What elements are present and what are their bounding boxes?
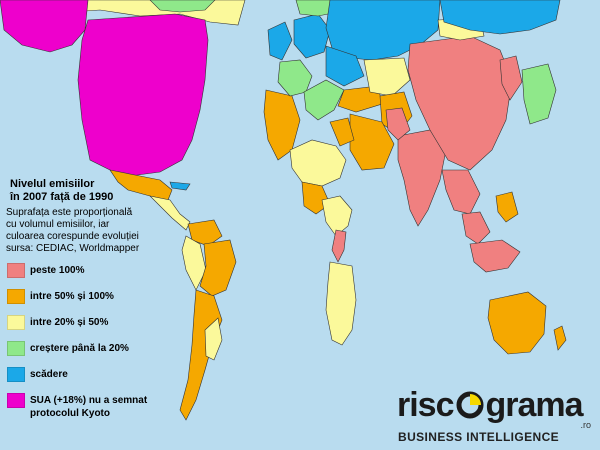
region-new-zealand — [553, 325, 567, 351]
region-ukraine — [325, 45, 365, 87]
region-brazil — [199, 239, 237, 297]
region-venezuela — [187, 219, 223, 247]
legend-item-label-line2: protocolul Kyoto — [30, 408, 110, 419]
region-north-africa — [289, 139, 347, 187]
legend-desc-line2: cu volumul emisiilor, iar — [6, 219, 110, 230]
region-italy-balkans — [303, 79, 345, 121]
logo-word-suffix: grama — [485, 386, 584, 424]
region-argentina-south — [204, 317, 223, 361]
legend-desc-line3: culoarea corespunde evoluției — [6, 231, 139, 242]
legend-desc-line4: sursa: CEDIAC, Worldmapper — [6, 243, 140, 254]
legend-item-decrease: scădere — [6, 367, 176, 393]
legend-item-label: creștere până la 20% — [30, 343, 129, 354]
region-spain-portugal — [263, 89, 301, 161]
legend-item-above100: peste 100% — [6, 263, 176, 289]
legend-title: Nivelul emisiilor în 2007 față de 1990 — [10, 178, 176, 204]
region-central-america — [149, 195, 191, 231]
region-japan — [521, 63, 557, 125]
legend-item-50-100: intre 50% și 100% — [6, 289, 176, 315]
region-south-africa — [325, 261, 357, 346]
region-central-asia — [363, 57, 411, 97]
legend-desc-line1: Suprafața este proporțională — [6, 207, 133, 218]
legend-swatch — [7, 289, 25, 304]
logo-wordmark: risc grama — [397, 386, 584, 425]
legend-swatch — [7, 367, 25, 382]
region-malaysia — [461, 211, 491, 245]
riscograma-logo: risc grama .ro BUSINESS INTELLIGENCE — [397, 386, 597, 446]
region-uk — [267, 21, 293, 61]
region-china — [407, 35, 513, 171]
legend-swatch — [7, 315, 25, 330]
legend-item-20-50: intre 20% și 50% — [6, 315, 176, 341]
region-saudi-gulf — [349, 113, 395, 171]
region-usa — [77, 13, 209, 177]
region-philippines — [495, 191, 519, 223]
region-greenland — [149, 0, 216, 13]
region-east-africa-thin — [331, 229, 347, 263]
region-pakistan — [385, 107, 411, 141]
legend-description: Suprafața este proporțională cu volumul … — [6, 207, 176, 255]
legend-item-label: peste 100% — [30, 265, 85, 276]
region-central-africa — [321, 195, 353, 237]
legend-title-line2: în 2007 față de 1990 — [10, 191, 114, 203]
logo-domain: .ro — [580, 420, 591, 430]
legend-title-line1: Nivelul emisiilor — [10, 178, 95, 190]
logo-tagline: BUSINESS INTELLIGENCE — [398, 430, 560, 444]
region-korea — [499, 55, 523, 101]
legend-item-label: intre 50% și 100% — [30, 291, 114, 302]
legend-item-label: SUA (+18%) nu a semnat protocolul Kyoto — [30, 394, 147, 420]
logo-o-mark-icon — [456, 391, 483, 419]
region-egypt — [329, 117, 355, 147]
region-alaska — [0, 0, 89, 53]
legend-item-usa: SUA (+18%) nu a semnat protocolul Kyoto — [6, 393, 176, 419]
legend-item-up20: creștere până la 20% — [6, 341, 176, 367]
region-indonesia — [469, 239, 521, 273]
legend-swatch — [7, 263, 25, 278]
logo-word-prefix: risc — [397, 386, 454, 424]
legend-items: peste 100% intre 50% și 100% intre 20% ș… — [6, 263, 176, 419]
region-thailand-indochina — [441, 169, 481, 215]
legend-swatch — [7, 341, 25, 356]
region-australia — [487, 291, 547, 355]
legend-swatch — [7, 393, 25, 408]
legend-item-label: scădere — [30, 369, 68, 380]
legend-item-label: intre 20% și 50% — [30, 317, 109, 328]
region-germany-benelux — [293, 13, 331, 59]
legend: Nivelul emisiilor în 2007 față de 1990 S… — [6, 178, 176, 419]
region-cuba — [169, 181, 191, 191]
legend-item-label-line1: SUA (+18%) nu a semnat — [30, 395, 148, 406]
region-chile-argentina — [179, 289, 223, 421]
region-russia-east — [439, 0, 561, 35]
